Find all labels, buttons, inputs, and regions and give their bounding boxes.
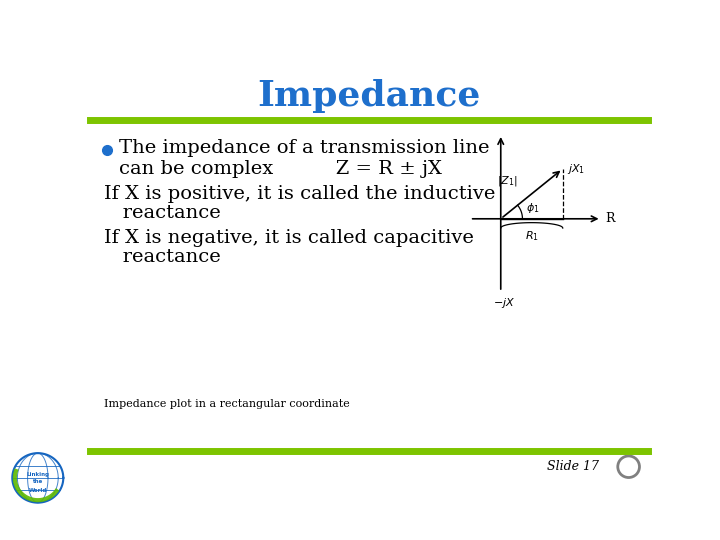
Text: $R_1$: $R_1$ <box>525 229 539 242</box>
Text: $jX_1$: $jX_1$ <box>567 162 585 176</box>
Text: World: World <box>29 488 47 493</box>
Text: $-jX$: $-jX$ <box>492 296 515 310</box>
Text: If X is positive, it is called the inductive: If X is positive, it is called the induc… <box>104 185 495 203</box>
Text: If X is negative, it is called capacitive: If X is negative, it is called capacitiv… <box>104 229 474 247</box>
Text: Slide 17: Slide 17 <box>547 460 599 473</box>
Text: the: the <box>32 479 43 484</box>
Text: The impedance of a transmission line: The impedance of a transmission line <box>120 139 490 157</box>
Text: $\phi_1$: $\phi_1$ <box>526 201 539 215</box>
Text: Linking: Linking <box>27 471 49 477</box>
Text: can be complex          Z = R ± jX: can be complex Z = R ± jX <box>120 160 442 178</box>
Text: reactance: reactance <box>104 204 221 221</box>
Text: $| Z_1 |$: $| Z_1 |$ <box>497 174 518 187</box>
Text: R: R <box>606 212 615 225</box>
Text: Impedance plot in a rectangular coordinate: Impedance plot in a rectangular coordina… <box>104 399 350 409</box>
Text: reactance: reactance <box>104 247 221 266</box>
Text: Impedance: Impedance <box>257 79 481 113</box>
